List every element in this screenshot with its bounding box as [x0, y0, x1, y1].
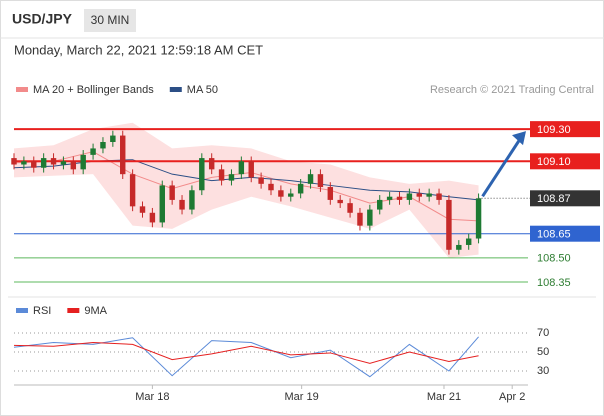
candle-body [416, 193, 422, 197]
candle-body [248, 161, 254, 178]
rsi-tick-label: 70 [537, 327, 549, 339]
candle-body [149, 212, 156, 223]
credit: Research © 2021 Trading Central [430, 84, 594, 96]
candle-body [169, 185, 175, 200]
candle-body [218, 169, 225, 181]
candle-body [327, 187, 334, 200]
level-box [530, 153, 600, 170]
candle-body [159, 185, 165, 223]
candle-body [129, 174, 136, 207]
candle-body [70, 161, 77, 170]
candle-body [50, 158, 57, 165]
candle-body [139, 206, 146, 213]
candle-body [436, 193, 442, 200]
legend-swatch [16, 87, 28, 92]
candle-body [258, 177, 264, 184]
candle-body [268, 183, 274, 191]
legend-swatch [169, 87, 182, 92]
candle-body [406, 193, 413, 200]
candle-body [31, 161, 37, 168]
candle-body [238, 161, 245, 175]
candle-body [80, 154, 86, 170]
level-label: 109.10 [537, 156, 571, 168]
timeframe[interactable]: 30 MIN [91, 13, 130, 27]
candle-body [100, 142, 106, 149]
candle-body [337, 199, 343, 204]
legend-label: MA 50 [187, 84, 218, 96]
symbol: USD/JPY [12, 11, 73, 27]
candle-body [317, 174, 324, 188]
candle-body [278, 190, 284, 197]
candle-body [60, 161, 67, 165]
candle-body [11, 158, 17, 165]
level-label: 109.30 [537, 124, 571, 136]
candle-body [110, 135, 116, 142]
timestamp: Monday, March 22, 2021 12:59:18 AM CET [14, 42, 263, 57]
rsi-tick-label: 30 [537, 365, 549, 377]
legend-swatch [16, 308, 28, 313]
level-label: 108.50 [537, 253, 571, 265]
candle-body [446, 199, 452, 250]
ma9-line [13, 341, 479, 364]
candle-body [456, 244, 462, 250]
candle-body [120, 135, 126, 175]
candle-body [90, 148, 96, 155]
candle-body [297, 183, 304, 194]
candle-body [228, 174, 235, 181]
rsi-tick-label: 50 [537, 346, 549, 358]
x-tick-label: Mar 21 [427, 391, 461, 403]
candle-body [40, 158, 47, 168]
x-tick-label: Mar 19 [285, 391, 319, 403]
timeframe-badge[interactable] [84, 9, 136, 32]
level-label: 108.65 [537, 229, 571, 241]
forecast-arrow [481, 138, 522, 198]
candle-body [208, 158, 215, 170]
candle-body [475, 198, 482, 239]
last-price-box [530, 190, 600, 207]
candle-body [288, 193, 294, 197]
level-box [530, 121, 600, 138]
candle-body [347, 203, 353, 213]
legend-swatch [67, 308, 80, 313]
level-box [530, 225, 600, 242]
level-label: 108.35 [537, 277, 571, 289]
x-tick-label: Mar 18 [135, 391, 169, 403]
legend-label: RSI [33, 305, 51, 317]
legend-label: MA 20 + Bollinger Bands [33, 84, 154, 96]
candle-body [199, 158, 205, 191]
candle-body [426, 193, 432, 197]
candle-body [367, 209, 373, 226]
candle-body [386, 196, 393, 200]
x-tick-label: Apr 2 [499, 391, 525, 403]
arrow-head [512, 131, 526, 146]
candle-body [21, 161, 27, 165]
candle-body [377, 199, 383, 210]
candle-body [179, 199, 185, 210]
candle-body [189, 190, 195, 210]
candle-body [396, 196, 403, 200]
candle-body [465, 238, 472, 245]
candle-body [307, 174, 314, 184]
legend-label: 9MA [84, 305, 107, 317]
rsi-line [13, 336, 479, 378]
candle-body [357, 212, 363, 226]
last-price-label: 108.87 [537, 193, 571, 205]
